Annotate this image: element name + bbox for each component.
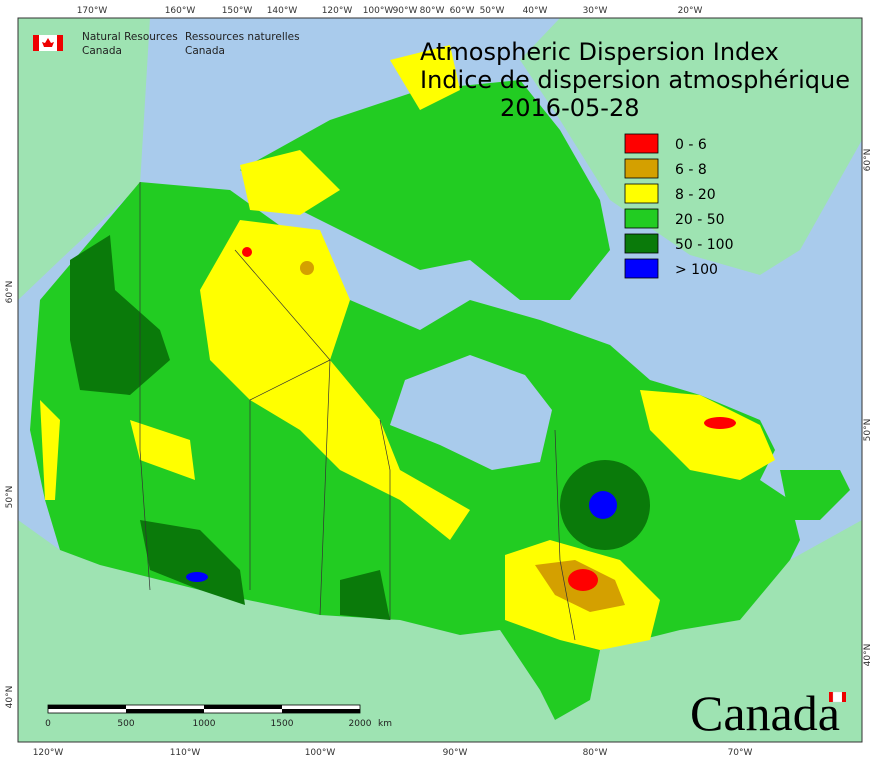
- date: 2016-05-28: [500, 94, 639, 122]
- lon-label: 20°W: [678, 6, 703, 16]
- lon-label: 160°W: [165, 6, 196, 16]
- lon-label: 30°W: [583, 6, 608, 16]
- usa: [18, 520, 862, 742]
- scale-labels: 0 500 1000 1500 2000 km: [45, 719, 392, 729]
- scale-unit: km: [378, 719, 392, 729]
- yellow-ellesmere: [390, 45, 460, 110]
- agency-fr: Canada: [185, 45, 225, 57]
- agency-fr: Ressources naturelles: [185, 31, 300, 43]
- lon-label: 60°W: [450, 6, 475, 16]
- scale-label: 500: [117, 719, 134, 729]
- lon-label: 90°W: [443, 748, 468, 758]
- lon-label: 80°W: [583, 748, 608, 758]
- yellow-arctic: [240, 150, 340, 215]
- agency-en: Natural Resources: [82, 31, 178, 43]
- frame: [17, 17, 863, 743]
- legend-label: 8 - 20: [675, 187, 716, 203]
- wordmark-flag: [832, 691, 843, 703]
- legend-label: 0 - 6: [675, 137, 707, 153]
- lat-label: 60°N: [863, 149, 873, 172]
- lon-label: 170°W: [77, 6, 108, 16]
- wordmark-flag: [829, 692, 833, 702]
- wordmark-flag: [842, 692, 846, 702]
- red-spot: [242, 247, 252, 257]
- blue-quebec: [589, 491, 617, 519]
- greenland: [520, 18, 862, 275]
- lon-label: 80°W: [420, 6, 445, 16]
- lon-label: 50°W: [480, 6, 505, 16]
- lat-label: 60°N: [5, 281, 15, 304]
- lat-label: 40°N: [5, 686, 15, 709]
- red-labrador: [704, 417, 736, 429]
- dkgreen-north-bc: [70, 235, 170, 395]
- lon-label: 120°W: [322, 6, 353, 16]
- yellow-labrador: [640, 390, 775, 480]
- lon-label: 100°W: [363, 6, 394, 16]
- alaska: [18, 18, 150, 300]
- legend-swatch: [624, 158, 659, 179]
- arctic-islands: [240, 80, 610, 300]
- scale-bar: [47, 704, 361, 714]
- dkgreen-ontario: [340, 570, 390, 620]
- lon-label: 110°W: [170, 748, 201, 758]
- legend-label: > 100: [675, 262, 718, 278]
- legend-swatch: [624, 208, 659, 229]
- yellow-north: [200, 220, 470, 540]
- lon-label: 140°W: [267, 6, 298, 16]
- orange-spot: [300, 261, 314, 275]
- scale-seg: [48, 705, 126, 709]
- lat-label: 50°N: [5, 486, 15, 509]
- lon-label: 150°W: [222, 6, 253, 16]
- lon-label: 100°W: [305, 748, 336, 758]
- lat-label: 50°N: [863, 419, 873, 442]
- legend: 0 - 6 6 - 8 8 - 20 20 - 50 50 - 100 > 100: [624, 133, 734, 279]
- scale-seg: [282, 709, 360, 713]
- flag-bar: [33, 35, 39, 51]
- scale-seg: [126, 709, 204, 713]
- maple-leaf: [42, 38, 54, 47]
- legend-label: 6 - 8: [675, 162, 707, 178]
- scale-seg: [204, 705, 282, 709]
- lon-label: 90°W: [393, 6, 418, 16]
- lon-label: 120°W: [33, 748, 64, 758]
- flag-bar: [57, 35, 63, 51]
- legend-label: 50 - 100: [675, 237, 734, 253]
- graticule-labels: 170°W 160°W 150°W 140°W 120°W 100°W 90°W 80°W 60…: [5, 6, 873, 758]
- province-borders: [139, 182, 576, 641]
- legend-swatch: [624, 258, 659, 279]
- title: Indice de dispersion atmosphérique: [420, 66, 850, 94]
- hudson-bay: [390, 355, 552, 470]
- red-quebec: [568, 569, 598, 591]
- legend-label: 20 - 50: [675, 212, 725, 228]
- legend-swatch: [624, 233, 659, 254]
- scale-label: 2000: [349, 719, 372, 729]
- blue-bc: [186, 572, 208, 582]
- lon-label: 70°W: [728, 748, 753, 758]
- legend-swatch: [624, 183, 659, 204]
- legend-swatch: [624, 133, 659, 154]
- title: Atmospheric Dispersion Index: [420, 38, 779, 66]
- yellow-coast: [40, 400, 60, 500]
- scale-label: 1000: [193, 719, 216, 729]
- newfoundland: [780, 470, 850, 520]
- scale-label: 0: [45, 719, 51, 729]
- wordmark: Canada: [690, 685, 840, 741]
- lon-label: 40°W: [523, 6, 548, 16]
- scale-label: 1500: [271, 719, 294, 729]
- agency-en: Canada: [82, 45, 122, 57]
- dkgreen-south-bc: [140, 520, 245, 605]
- yellow-alberta: [130, 420, 195, 480]
- lat-label: 40°N: [863, 644, 873, 667]
